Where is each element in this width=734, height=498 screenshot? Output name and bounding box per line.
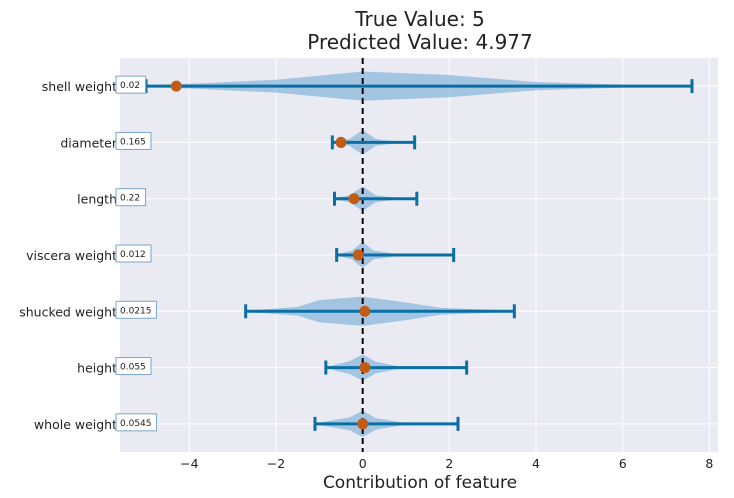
value-box-frame [115, 357, 152, 376]
chart-title-line1: True Value: 5 [354, 7, 485, 31]
marker-diameter [335, 136, 347, 148]
value-box-text: 0.165 [120, 137, 146, 147]
feature-label-height: height [77, 361, 117, 376]
value-box-frame [115, 244, 152, 263]
feature-label-shell-weight: shell weight [42, 79, 117, 94]
feature-label-diameter: diameter [60, 135, 118, 150]
value-box-text: 0.012 [120, 250, 146, 260]
value-box-shucked-weight: 0.0215 [115, 300, 157, 319]
x-tick-label: 8 [705, 456, 713, 471]
value-box-frame [115, 413, 157, 432]
contribution-markers [170, 80, 371, 430]
value-box-text: 0.0545 [120, 419, 152, 429]
feature-value-boxes: 0.02 0.165 0.22 0.012 0.0215 0.055 0.0545 [115, 75, 157, 432]
value-box-height: 0.055 [115, 357, 152, 376]
errorbar-length [333, 191, 419, 206]
value-box-text: 0.22 [120, 194, 140, 204]
value-box-frame [115, 75, 147, 94]
value-box-shell-weight: 0.02 [115, 75, 147, 94]
x-axis-label: Contribution of feature [323, 473, 517, 493]
value-box-text: 0.055 [120, 363, 146, 373]
feature-labels: shell weight diameter length viscera weight… [19, 79, 118, 432]
value-box-frame [115, 188, 147, 207]
value-box-text: 0.0215 [120, 306, 152, 316]
marker-length [348, 193, 360, 205]
marker-whole-weight [357, 418, 369, 430]
value-box-text: 0.02 [120, 81, 140, 91]
feature-label-length: length [77, 192, 117, 207]
errorbar-height [324, 360, 469, 375]
value-box-frame [115, 131, 152, 150]
x-tick-label: −4 [180, 456, 198, 471]
x-tick-label: 2 [445, 456, 453, 471]
value-box-length: 0.22 [115, 188, 147, 207]
chart-title-line2: Predicted Value: 4.977 [307, 30, 533, 54]
value-box-whole-weight: 0.0545 [115, 413, 157, 432]
value-box-frame [115, 300, 157, 319]
marker-height [359, 362, 371, 374]
feature-label-viscera-weight: viscera weight [26, 248, 117, 263]
value-box-diameter: 0.165 [115, 131, 152, 150]
marker-shucked-weight [359, 305, 371, 317]
errorbar-shucked-weight [244, 304, 516, 319]
value-box-viscera-weight: 0.012 [115, 244, 152, 263]
x-tick-label: 4 [532, 456, 540, 471]
feature-label-whole-weight: whole weight [34, 417, 117, 432]
errorbar-whole-weight [313, 416, 460, 431]
x-ticks: −4 −2 0 2 4 6 8 [180, 456, 713, 471]
marker-shell-weight [170, 80, 182, 92]
x-tick-label: −2 [267, 456, 285, 471]
marker-viscera-weight [352, 249, 364, 261]
x-tick-label: 0 [359, 456, 367, 471]
x-tick-label: 6 [619, 456, 627, 471]
feature-label-shucked-weight: shucked weight [19, 304, 117, 319]
